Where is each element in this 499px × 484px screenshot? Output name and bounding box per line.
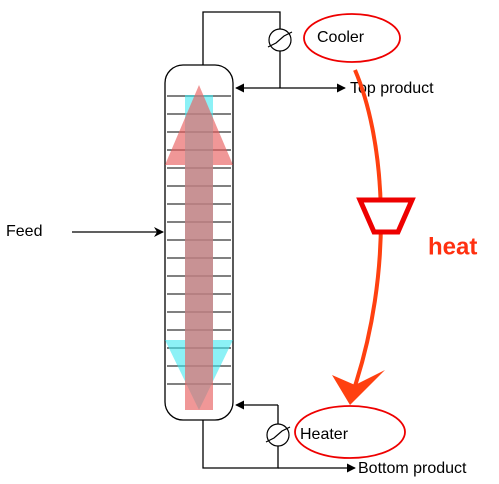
heat-label: heat: [428, 233, 477, 260]
cooler-exchanger: [267, 28, 293, 52]
column: [164, 64, 234, 421]
heater-label: Heater: [300, 426, 349, 443]
heater-exchanger: [265, 423, 291, 447]
heat-arrowhead: [332, 370, 385, 405]
heater-highlight: [294, 405, 406, 459]
cooler-highlight: [303, 13, 401, 63]
feed-label: Feed: [6, 223, 42, 240]
heat-pump: [356, 197, 416, 235]
bottom-product-label: Bottom product: [358, 460, 467, 477]
cooler-label: Cooler: [317, 29, 365, 46]
top-product-label: Top product: [350, 80, 434, 97]
